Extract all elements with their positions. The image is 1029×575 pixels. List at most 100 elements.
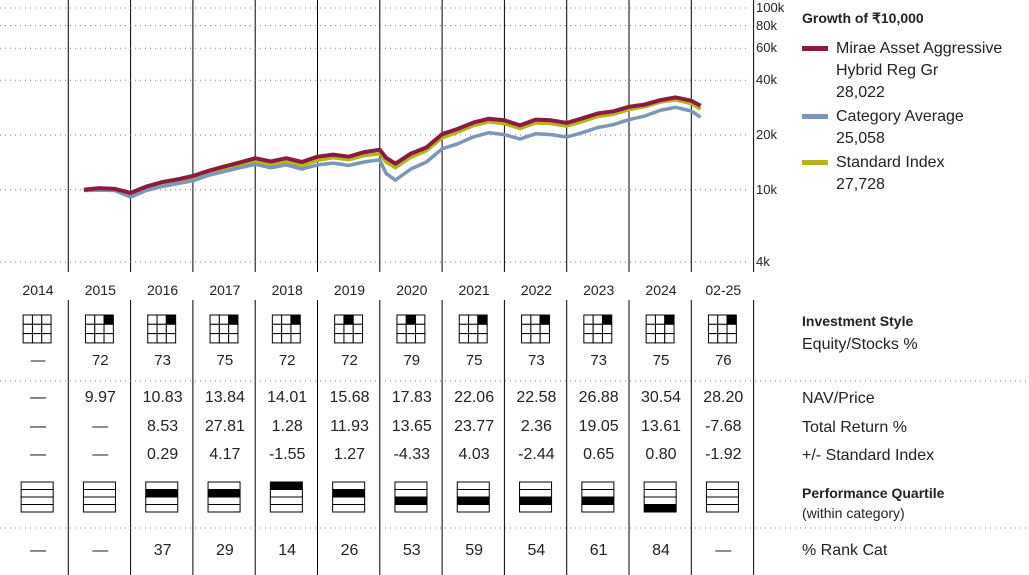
style-box-cell [209,314,220,325]
style-box-cell [654,333,666,344]
equity-percent-value: 72 [91,352,109,369]
quartile-band [82,504,116,513]
quartile-band [145,496,179,505]
quartile-band [394,489,428,498]
quartile-band [456,496,490,505]
style-box-cell [654,323,666,335]
total-return-value: 11.93 [330,418,369,435]
style-box-cell [290,314,301,325]
style-box-cell [664,314,675,325]
year-label: 2014 [22,282,54,298]
style-box-cell [156,314,167,325]
style-box-icon [84,314,114,344]
quartile-band [581,504,615,513]
style-box-cell [103,323,114,335]
style-box-cell [343,323,354,335]
style-box-cell [405,323,417,335]
quartile-band [269,489,303,498]
total-return-value: 8.53 [147,418,179,435]
year-label: 2022 [520,282,552,298]
style-box-cell [468,314,479,325]
year-label: 2020 [396,282,428,298]
style-box-cell [94,314,105,325]
style-box-cell [271,314,283,325]
style-box-cell [583,314,594,325]
quartile-band [332,496,366,505]
quartile-band [82,496,116,505]
style-box-cell [228,314,239,325]
y-tick-label: 4k [756,254,770,269]
style-box-icon [271,314,301,344]
year-label: 2018 [271,282,303,298]
quartile-icon [519,481,553,513]
nav-value: 26.88 [578,389,619,406]
quartile-band [269,496,303,505]
rank-value: — [92,542,109,559]
vs-index-value: 0.80 [645,446,677,463]
style-box-cell [22,314,33,325]
style-box-cell [343,314,354,325]
style-box-cell [271,323,283,335]
style-box-icon [458,314,488,344]
quartile-band [456,504,490,513]
style-box-cell [654,314,666,325]
style-box-cell [539,333,550,344]
style-box-cell [521,333,532,344]
equity-percent-value: 72 [278,352,296,369]
rank-value: — [30,542,46,559]
quartile-icon [332,481,366,513]
style-box-cell [458,323,470,335]
style-box-cell [405,314,417,325]
equity-percent-value: — [30,352,46,369]
style-box-cell [22,323,33,335]
legend-swatch [802,114,828,119]
quartile-band [519,496,553,505]
quartile-band [705,481,739,490]
style-box-cell [218,314,230,325]
equity-percent-value: 73 [590,352,608,369]
style-box-cell [458,333,470,344]
style-box-cell [209,323,220,335]
quartile-band [456,481,490,490]
style-box-cell [228,333,239,344]
quartile-band [145,504,179,513]
style-box-cell [41,314,52,325]
equity-percent-value: 75 [216,352,234,369]
equity-percent-value: 76 [714,352,732,369]
vs-index-value: 4.03 [458,446,490,463]
style-box-cell [468,323,479,335]
nav-label: NAV/Price [802,390,875,407]
style-box-cell [343,333,354,344]
style-box-cell [664,333,675,344]
nav-value: 22.06 [454,389,495,406]
style-box-cell [468,333,479,344]
style-box-icon [396,314,426,344]
rank-value: 37 [153,542,172,559]
vs-index-value: 4.17 [209,446,241,463]
quartile-icon [20,481,54,513]
rank-value: 53 [402,542,421,559]
style-box-cell [41,323,52,335]
style-box-cell [103,314,114,325]
style-box-cell [84,323,96,335]
rank-value: 29 [215,542,234,559]
vs-index-value: -1.92 [705,446,742,463]
nav-value: 15.68 [329,389,370,406]
style-box-cell [147,323,158,335]
vs-index-value: 1.27 [333,446,366,463]
style-box-icon [334,314,364,344]
style-box-cell [539,323,550,335]
style-box-cell [458,314,470,325]
investment-style-sublabel: Equity/Stocks % [802,336,918,353]
quartile-band [332,504,366,513]
style-box-cell [717,333,728,344]
style-box-cell [290,323,301,335]
legend-text: 25,058 [836,130,885,147]
legend-text: Category Average [836,108,964,125]
style-box-cell [31,323,43,335]
style-box-cell [415,314,426,325]
vs-index-value: — [30,446,46,463]
style-box-cell [218,323,230,335]
style-box-icon [583,314,613,344]
